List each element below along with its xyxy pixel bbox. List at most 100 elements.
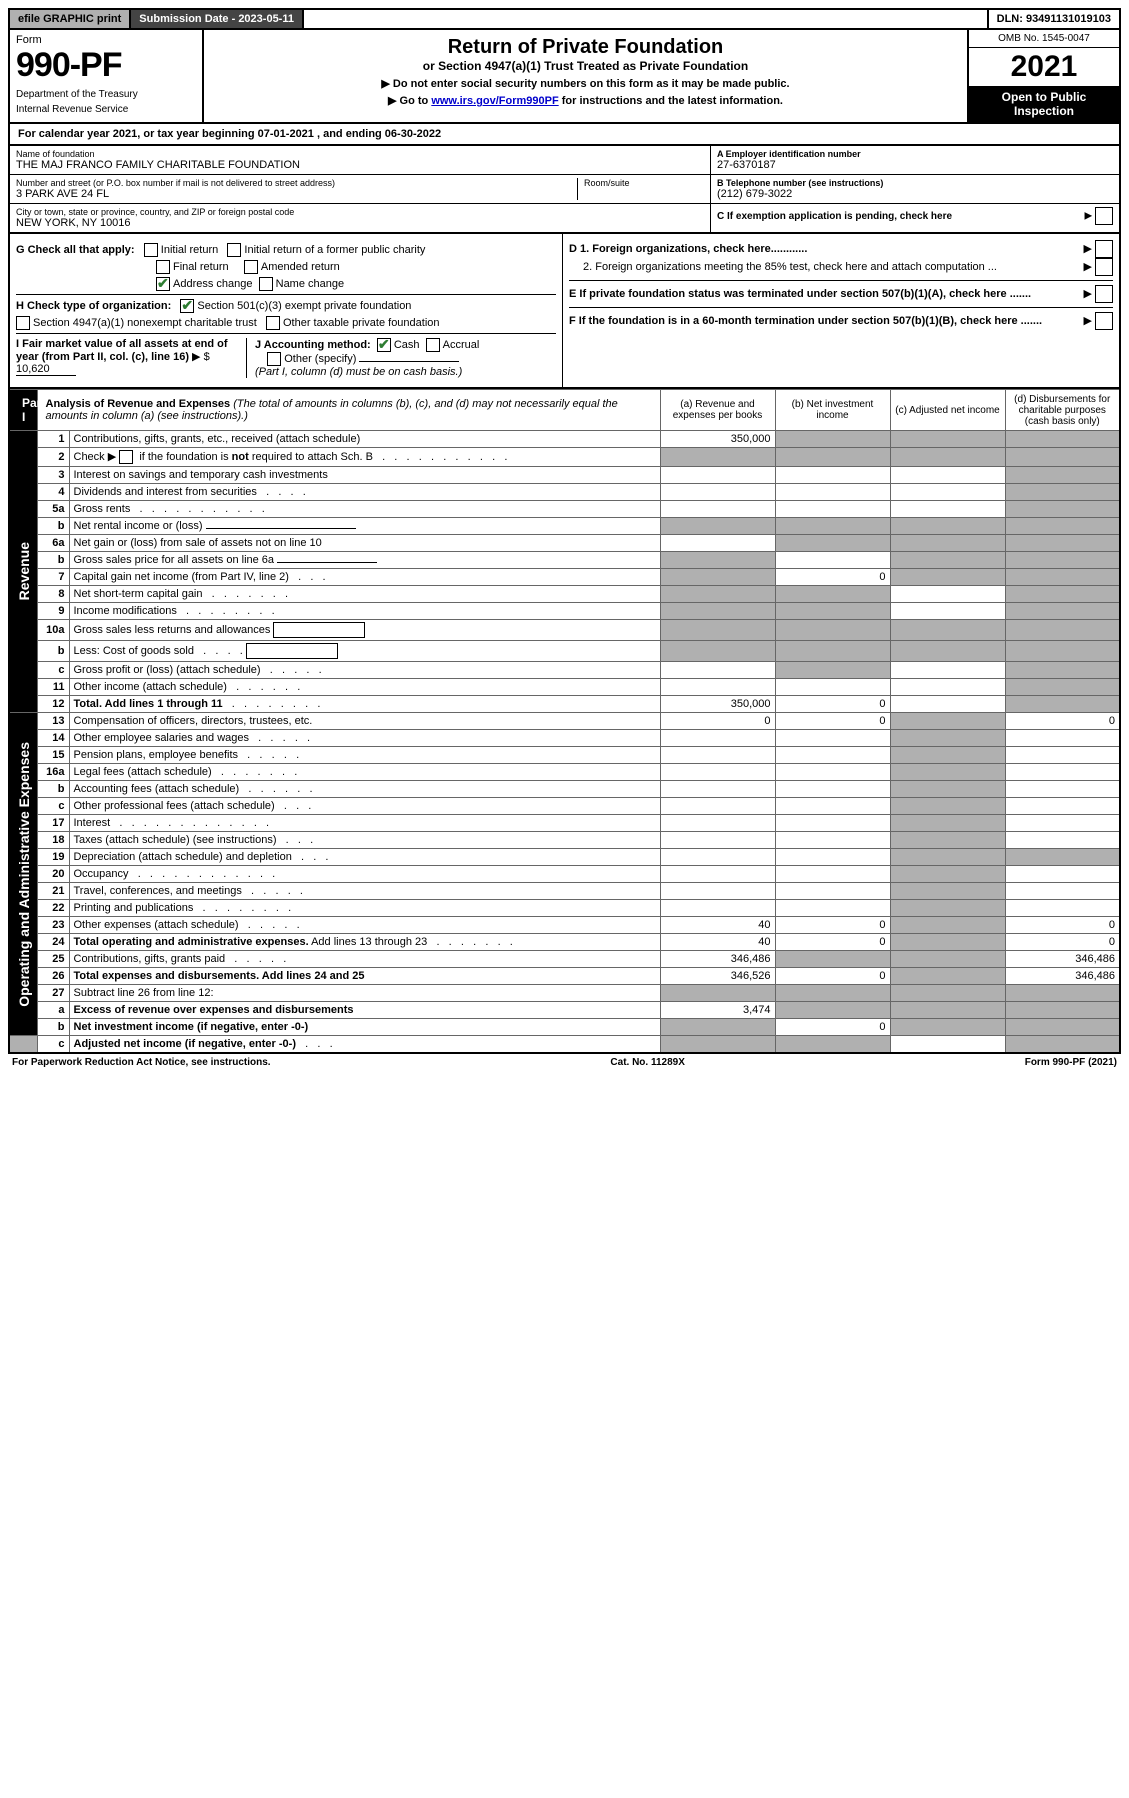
row-desc: Total operating and administrative expen… <box>69 934 660 951</box>
initial-return-label: Initial return <box>161 244 218 256</box>
row-desc: Pension plans, employee benefits . . . .… <box>69 747 660 764</box>
d1-checkbox[interactable] <box>1095 240 1113 258</box>
row-desc: Net investment income (if negative, ente… <box>69 1019 660 1036</box>
year-block: OMB No. 1545-0047 2021 Open to Public In… <box>967 30 1119 122</box>
row-desc: Subtract line 26 from line 12: <box>69 985 660 1002</box>
address: 3 PARK AVE 24 FL <box>16 188 577 200</box>
exemption-checkbox[interactable] <box>1095 207 1113 225</box>
f-checkbox[interactable] <box>1095 312 1113 330</box>
accrual-label: Accrual <box>443 339 480 351</box>
row-num: b <box>37 518 69 535</box>
dln: DLN: 93491131019103 <box>987 10 1119 28</box>
row-desc: Check ▶ if the foundation is not require… <box>69 448 660 467</box>
address-change-label: Address change <box>173 278 253 290</box>
cell-27aa: 3,474 <box>660 1002 775 1019</box>
calendar-year-row: For calendar year 2021, or tax year begi… <box>8 124 1121 146</box>
cash-checkbox[interactable] <box>377 338 391 352</box>
row-desc: Travel, conferences, and meetings . . . … <box>69 883 660 900</box>
efile-print[interactable]: efile GRAPHIC print <box>10 10 131 28</box>
row-num: 27 <box>37 985 69 1002</box>
row-num: 22 <box>37 900 69 917</box>
4947-checkbox[interactable] <box>16 316 30 330</box>
spacer <box>304 10 987 28</box>
row-num: c <box>37 798 69 815</box>
schb-checkbox[interactable] <box>119 450 133 464</box>
fmv-value: 10,620 <box>16 363 76 376</box>
row-num: 13 <box>37 713 69 730</box>
accrual-checkbox[interactable] <box>426 338 440 352</box>
501c3-checkbox[interactable] <box>180 299 194 313</box>
row-desc: Interest . . . . . . . . . . . . . <box>69 815 660 832</box>
expenses-side-label: Operating and Administrative Expenses <box>14 734 34 1015</box>
paperwork-notice: For Paperwork Reduction Act Notice, see … <box>12 1057 271 1068</box>
form-header: Form 990-PF Department of the Treasury I… <box>8 30 1121 124</box>
city-label: City or town, state or province, country… <box>16 207 704 217</box>
cell-13a: 0 <box>660 713 775 730</box>
check-options-block: G Check all that apply: Initial return I… <box>8 234 1121 389</box>
cell-23d: 0 <box>1005 917 1120 934</box>
irs-label: Internal Revenue Service <box>16 104 196 115</box>
row-desc: Excess of revenue over expenses and disb… <box>69 1002 660 1019</box>
cell-1a: 350,000 <box>660 431 775 448</box>
cell-13d: 0 <box>1005 713 1120 730</box>
cell-12b: 0 <box>775 696 890 713</box>
row-desc: Compensation of officers, directors, tru… <box>69 713 660 730</box>
initial-former-checkbox[interactable] <box>227 243 241 257</box>
other-method-checkbox[interactable] <box>267 352 281 366</box>
row-num: 23 <box>37 917 69 934</box>
other-method-label: Other (specify) <box>284 353 356 365</box>
row-num: 19 <box>37 849 69 866</box>
j-note: (Part I, column (d) must be on cash basi… <box>255 366 462 378</box>
e-checkbox[interactable] <box>1095 285 1113 303</box>
g-row: G Check all that apply: Initial return I… <box>16 243 556 257</box>
cat-no: Cat. No. 11289X <box>610 1057 684 1068</box>
cell-27bb: 0 <box>775 1019 890 1036</box>
cell-26b: 0 <box>775 968 890 985</box>
row-num: b <box>37 552 69 569</box>
foundation-name: THE MAJ FRANCO FAMILY CHARITABLE FOUNDAT… <box>16 159 704 171</box>
goto-prefix: ▶ Go to <box>388 95 431 107</box>
501c3-label: Section 501(c)(3) exempt private foundat… <box>197 300 411 312</box>
row-num: 6a <box>37 535 69 552</box>
row-num: c <box>37 1036 69 1054</box>
irs-link[interactable]: www.irs.gov/Form990PF <box>431 95 558 107</box>
amended-return-label: Amended return <box>261 261 340 273</box>
row-desc: Adjusted net income (if negative, enter … <box>69 1036 660 1054</box>
cell-25a: 346,486 <box>660 951 775 968</box>
row-desc: Less: Cost of goods sold . . . . <box>69 641 660 662</box>
other-taxable-checkbox[interactable] <box>266 316 280 330</box>
address-change-checkbox[interactable] <box>156 277 170 291</box>
row-desc: Net gain or (loss) from sale of assets n… <box>69 535 660 552</box>
part1-title: Analysis of Revenue and Expenses <box>46 398 231 410</box>
h-label: H Check type of organization: <box>16 300 171 312</box>
initial-return-checkbox[interactable] <box>144 243 158 257</box>
amended-return-checkbox[interactable] <box>244 260 258 274</box>
form-id-block: Form 990-PF Department of the Treasury I… <box>10 30 204 122</box>
row-num: 1 <box>37 431 69 448</box>
cell-7b: 0 <box>775 569 890 586</box>
open-inspection: Open to Public Inspection <box>969 86 1119 122</box>
row-desc: Interest on savings and temporary cash i… <box>69 467 660 484</box>
final-return-checkbox[interactable] <box>156 260 170 274</box>
row-desc: Legal fees (attach schedule) . . . . . .… <box>69 764 660 781</box>
name-change-label: Name change <box>276 278 345 290</box>
address-label: Number and street (or P.O. box number if… <box>16 178 577 188</box>
other-taxable-label: Other taxable private foundation <box>283 317 440 329</box>
name-change-checkbox[interactable] <box>259 277 273 291</box>
row-desc: Gross rents . . . . . . . . . . . <box>69 501 660 518</box>
part1-tab: Part I <box>10 390 37 430</box>
cell-24b: 0 <box>775 934 890 951</box>
d2-checkbox[interactable] <box>1095 258 1113 276</box>
row-num: 16a <box>37 764 69 781</box>
goto-suffix: for instructions and the latest informat… <box>559 95 783 107</box>
topbar: efile GRAPHIC print Submission Date - 20… <box>8 8 1121 30</box>
row-num: c <box>37 662 69 679</box>
row-num: 17 <box>37 815 69 832</box>
col-b-header: (b) Net investment income <box>775 390 890 431</box>
form-footer: Form 990-PF (2021) <box>1025 1057 1117 1068</box>
row-desc: Other employee salaries and wages . . . … <box>69 730 660 747</box>
row-num: b <box>37 641 69 662</box>
goto-line: ▶ Go to www.irs.gov/Form990PF for instru… <box>210 94 961 107</box>
row-num: 14 <box>37 730 69 747</box>
form-subtitle: or Section 4947(a)(1) Trust Treated as P… <box>210 59 961 73</box>
